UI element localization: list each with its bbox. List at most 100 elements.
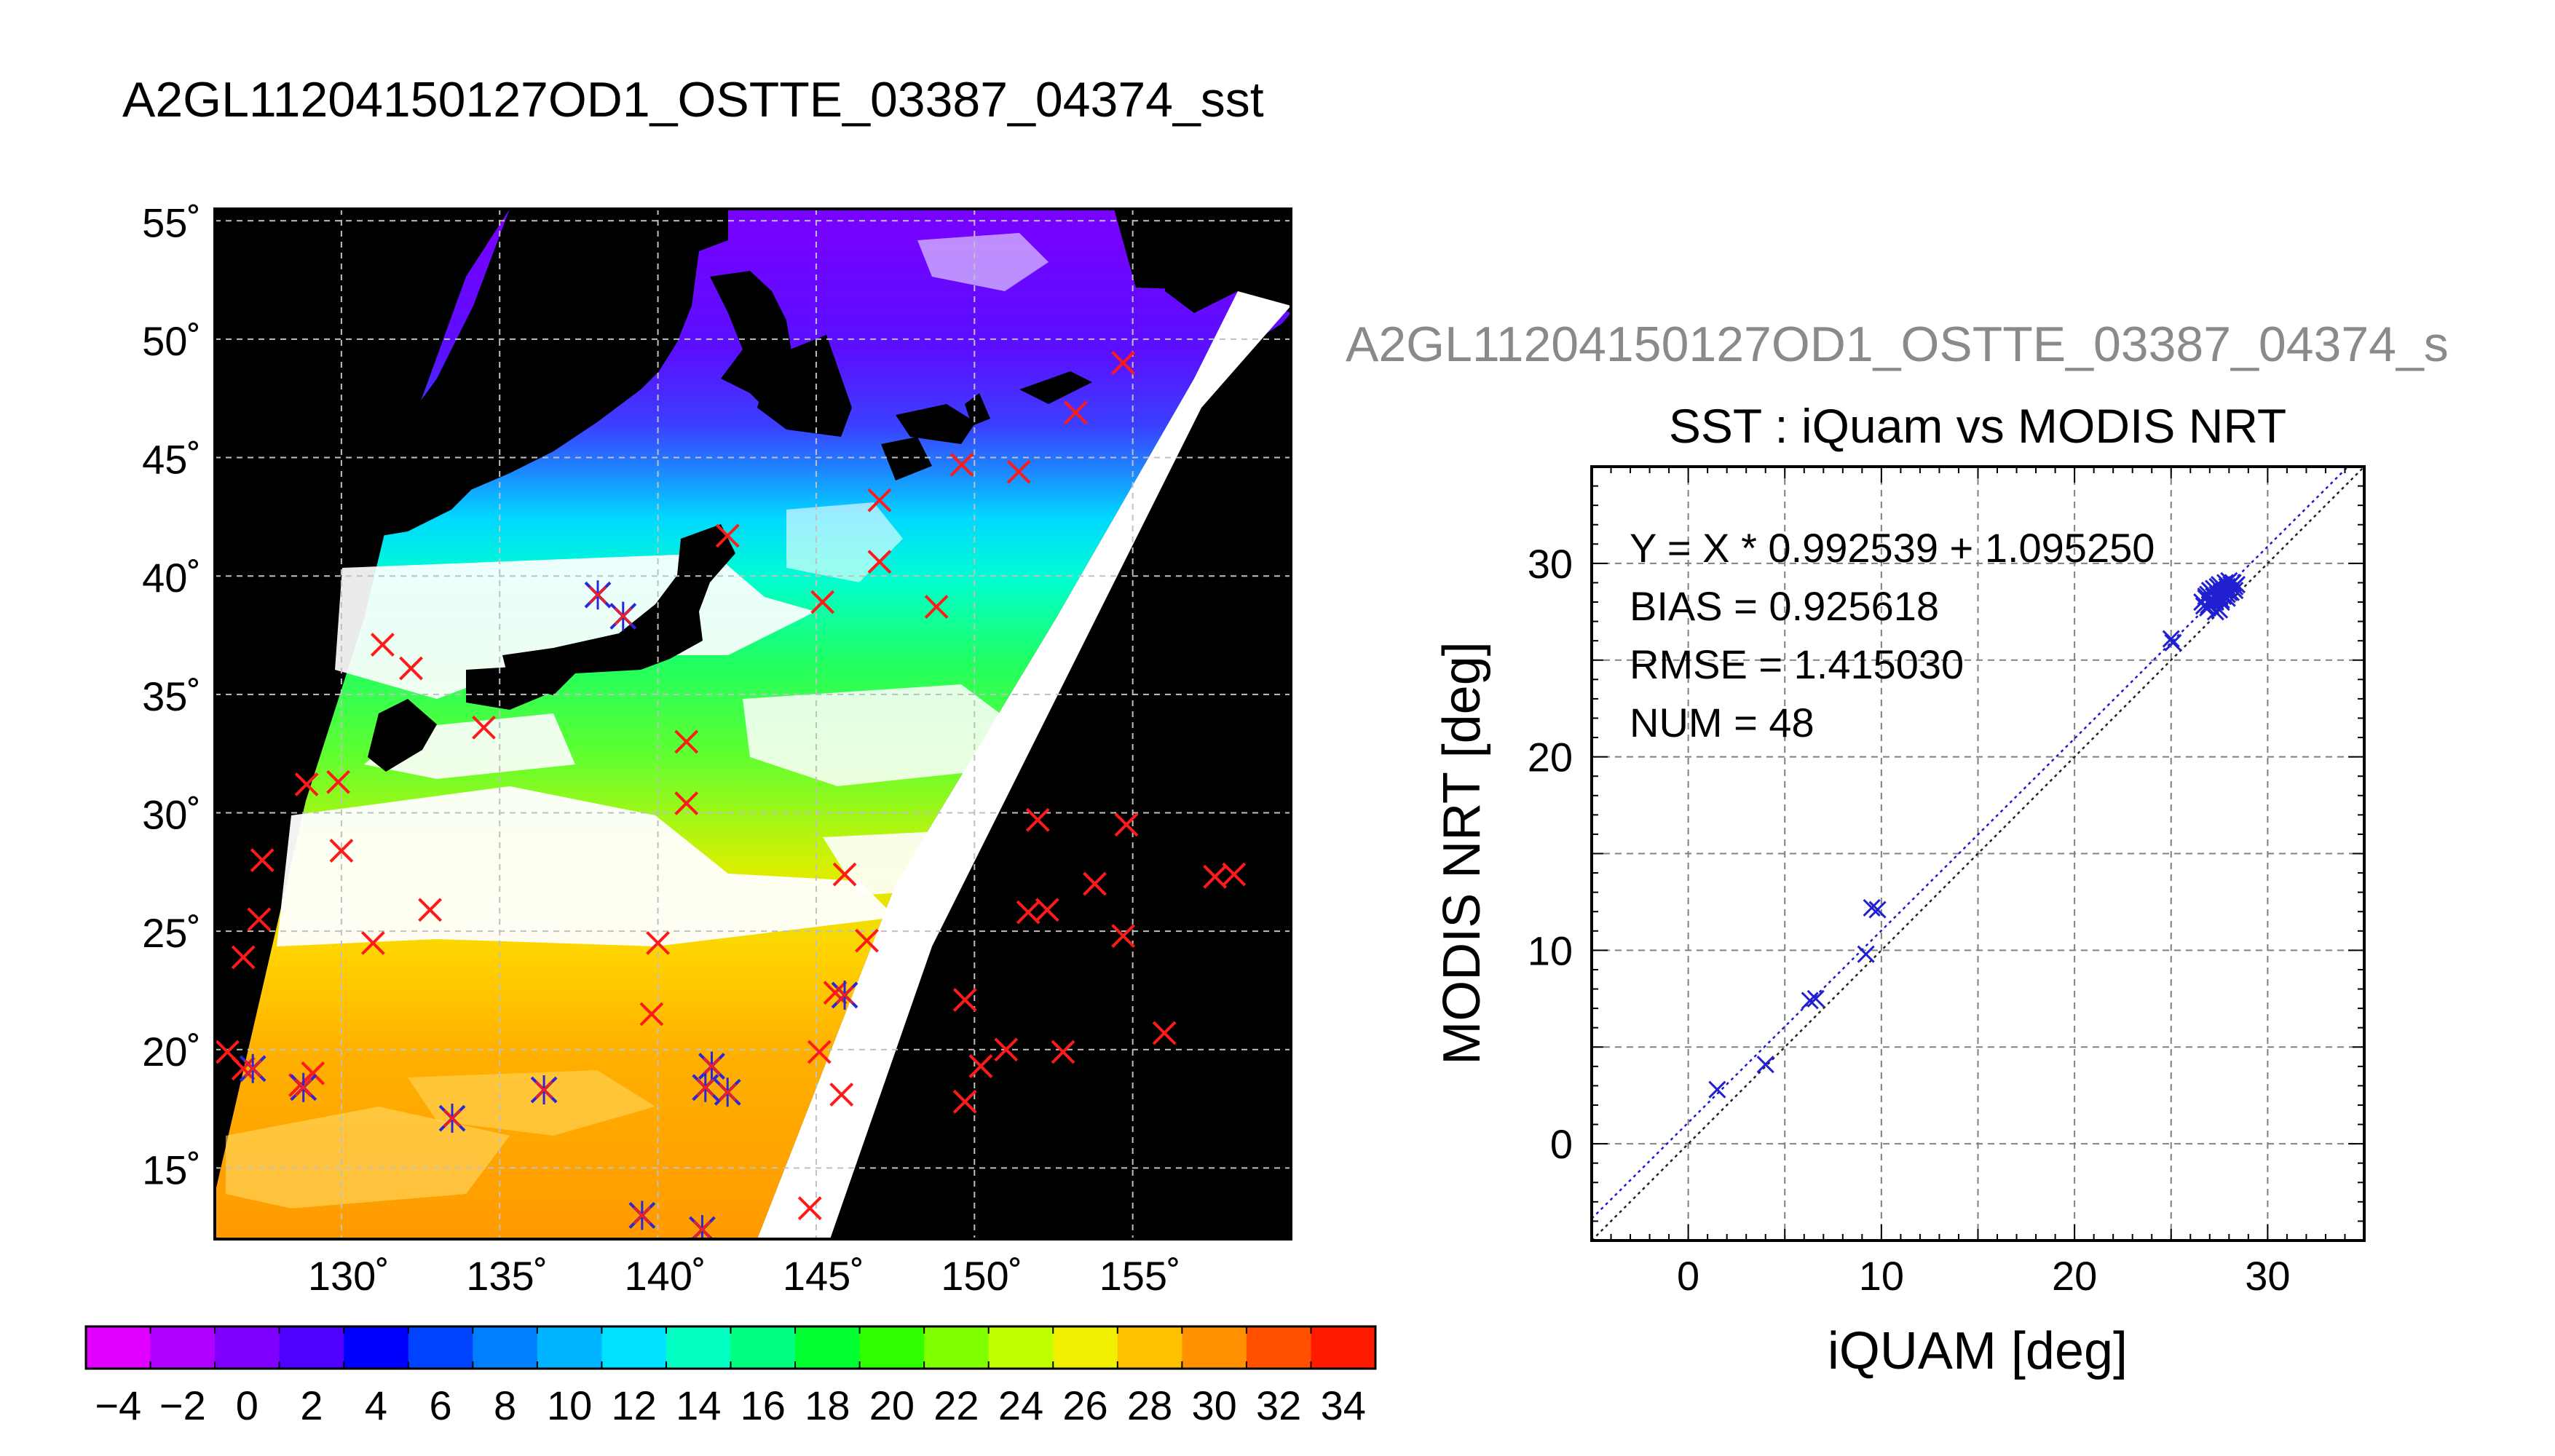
scatter-point-stroke [1863, 898, 1881, 917]
red-matchup-marker-stroke [370, 633, 395, 657]
scatter-point-stroke [2162, 630, 2180, 648]
blue-matchup-marker [584, 580, 612, 610]
blue-matchup-marker [698, 1051, 725, 1081]
colorbar-tick-label: 4 [365, 1382, 387, 1428]
red-matchup-marker [472, 715, 496, 740]
swath-edge [757, 291, 1291, 1239]
map-lon-labels: 130˚ 135˚ 140˚ 145˚ 150˚ 155˚ [308, 1253, 1181, 1299]
red-matchup-marker-stroke [639, 1002, 664, 1026]
red-matchup-marker [244, 1059, 262, 1077]
colorbar-tick-label: 8 [494, 1382, 516, 1428]
red-matchup-marker [1152, 1021, 1177, 1045]
lon-tick-label: 135˚ [466, 1253, 548, 1299]
red-matchup-marker [443, 1109, 462, 1128]
scatter-point-stroke [2224, 574, 2242, 592]
red-matchup-marker-stroke [1111, 924, 1136, 949]
blue-matchup-marker [628, 1200, 656, 1230]
scatter-point-stroke [1806, 989, 1825, 1008]
red-matchup-marker-stroke [231, 1056, 256, 1081]
colorbar-cell [537, 1326, 602, 1369]
scatter-point [2197, 587, 2215, 606]
red-matchup-marker [829, 1083, 854, 1107]
red-matchup-marker-stroke [1114, 812, 1139, 837]
map-graticule [215, 209, 1291, 1239]
colorbar-cell [473, 1326, 538, 1369]
red-matchup-marker-stroke [360, 930, 385, 955]
x-tick-label: 30 [2245, 1253, 2290, 1299]
scatter-point [1756, 1056, 1774, 1074]
colorbar-tick-label: 22 [933, 1382, 979, 1428]
colorbar-tick-label: 0 [236, 1382, 258, 1428]
lat-tick-label: 35˚ [142, 673, 201, 719]
colorbar-tick-label: 16 [741, 1382, 786, 1428]
red-matchup-marker-stroke [1152, 1021, 1177, 1045]
scatter-point-stroke [2197, 587, 2215, 606]
y-tick-label: 20 [1528, 735, 1573, 780]
scatter-file-title: A2GL11204150127OD1_OSTTE_03387_04374_s [1346, 317, 2449, 372]
stats-bias: BIAS = 0.925618 [1630, 583, 1939, 629]
red-matchup-marker-stroke [244, 1059, 262, 1077]
colorbar-cell [988, 1326, 1054, 1369]
red-matchup-marker [294, 1078, 312, 1096]
red-matchup-marker-stroke [696, 1078, 714, 1096]
lon-tick-label: 145˚ [783, 1253, 864, 1299]
colorbar-tick-label: 24 [998, 1382, 1043, 1428]
red-matchup-marker-stroke [1222, 862, 1247, 887]
red-matchup-marker [823, 981, 848, 1005]
red-matchup-marker [633, 1206, 651, 1224]
red-matchup-marker [614, 607, 632, 625]
colorbar-cell [666, 1326, 731, 1369]
blue-matchup-marker [831, 980, 858, 1010]
colorbar-cell [1182, 1326, 1247, 1369]
map-lat-labels: 55˚ 50˚ 45˚ 40˚ 35˚ 30˚ 25˚ 20˚ 15˚ [142, 199, 201, 1192]
colorbar-cell [408, 1326, 473, 1369]
blue-matchup-marker [530, 1075, 558, 1105]
red-matchup-marker-stroke [855, 928, 879, 953]
red-matchup-marker-stroke [535, 1081, 553, 1099]
red-matchup-marker [719, 1083, 737, 1101]
red-matchup-marker [588, 586, 607, 604]
red-matchup-marker-stroke [810, 590, 835, 614]
x-tick-label: 10 [1859, 1253, 1904, 1299]
red-matchup-marker-stroke [836, 986, 854, 1005]
red-matchup-marker [832, 862, 857, 887]
colorbar-tick-label: 34 [1321, 1382, 1366, 1428]
red-matchup-marker [952, 1089, 977, 1114]
lon-tick-label: 150˚ [941, 1253, 1022, 1299]
red-matchup-marker-stroke [294, 1078, 312, 1096]
scatter-point-stroke [1857, 945, 1875, 963]
red-matchup-marker-stroke [1111, 351, 1136, 375]
lat-tick-label: 30˚ [142, 791, 201, 837]
red-matchup-marker-stroke [797, 1196, 822, 1221]
red-matchup-marker-stroke [418, 898, 443, 922]
colorbar-tick-label: −4 [95, 1382, 141, 1428]
red-matchup-marker-stroke [952, 1089, 977, 1114]
red-matchup-marker-stroke [326, 769, 350, 794]
scatter-plot: 0 10 20 30 0 10 20 30 Y = X * 0.992539 + 1.095… [1433, 465, 2366, 1380]
colorbar-cell [1117, 1326, 1182, 1369]
red-matchup-marker [370, 633, 395, 657]
red-matchup-marker [329, 839, 354, 863]
red-matchup-marker [949, 452, 974, 477]
blue-matchup-marker [290, 1072, 317, 1102]
red-matchup-marker [696, 1078, 714, 1096]
scatter-point [1801, 992, 1819, 1010]
scatter-point-stroke [2206, 593, 2224, 612]
lat-tick-label: 40˚ [142, 555, 201, 601]
colorbar-cell [279, 1326, 344, 1369]
red-matchup-marker [294, 772, 319, 796]
scatter-point-stroke [1708, 1080, 1726, 1099]
y-tick-label: 30 [1528, 541, 1573, 587]
red-matchup-marker [952, 988, 977, 1012]
colorbar-tick-label: −2 [159, 1382, 206, 1428]
scatter-chart-title: SST : iQuam vs MODIS NRT [1669, 399, 2286, 453]
scatter-point-stroke [2226, 582, 2244, 600]
red-matchup-marker-stroke [1051, 1040, 1075, 1064]
x-axis-label: iQUAM [deg] [1828, 1322, 2128, 1380]
colorbar-cell [86, 1326, 151, 1369]
red-matchup-marker-stroke [715, 523, 740, 548]
land-mask [342, 209, 1291, 772]
red-matchup-marker [968, 1054, 993, 1078]
red-matchup-marker [1203, 864, 1228, 889]
red-matchup-marker [639, 1002, 664, 1026]
